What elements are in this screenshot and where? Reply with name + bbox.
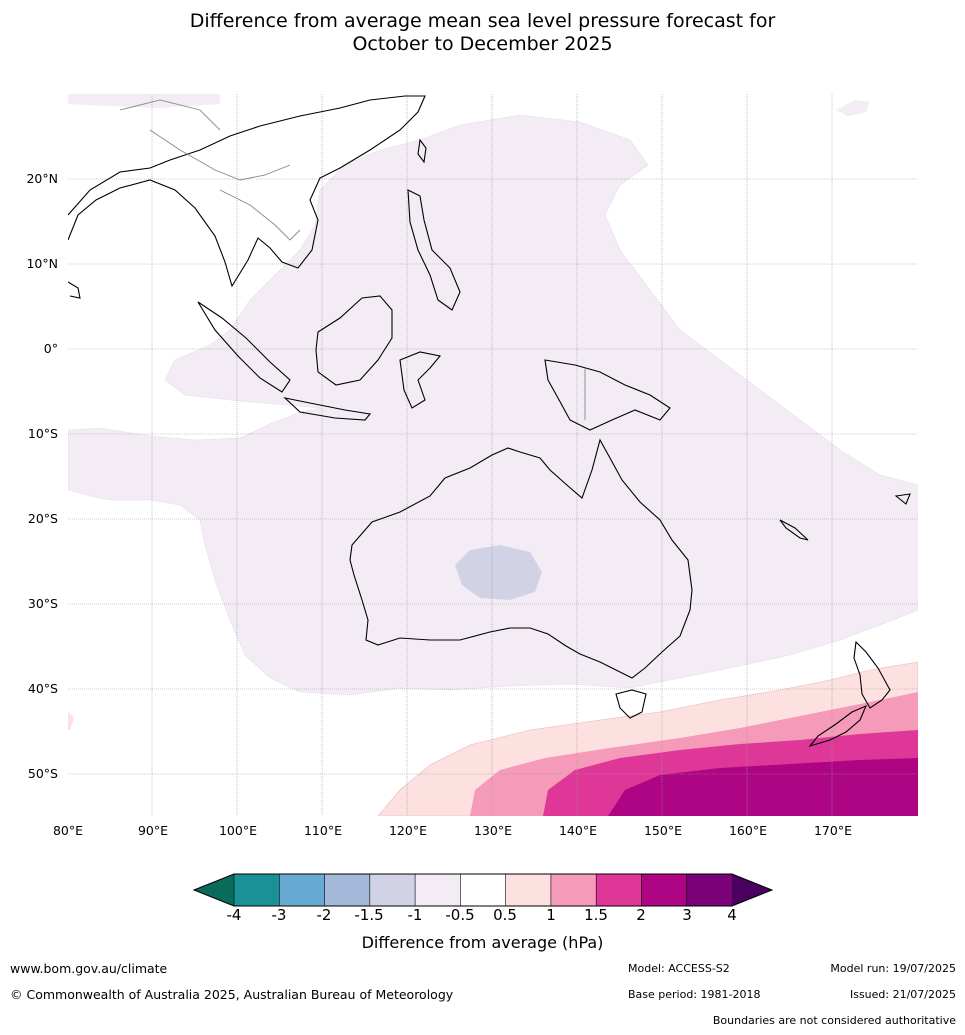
colorbar-tick-minus-2: -2 (316, 906, 332, 924)
graticule (68, 94, 918, 816)
lon-label-80e: 80°E (52, 823, 84, 838)
lat-label-equator: 0° (43, 341, 58, 356)
lat-label-50s: 50°S (27, 766, 58, 781)
sumatra-coast (197, 301, 291, 393)
lat-label-40s: 40°S (27, 681, 58, 696)
lon-label-150e: 150°E (643, 823, 682, 838)
lat-label-20s: 20°S (27, 511, 58, 526)
sulawesi-coast (399, 351, 442, 409)
philippines-coast (407, 189, 461, 311)
colorbar-tick-0-5: 0.5 (493, 906, 517, 924)
anomaly-minus-1-region (455, 545, 542, 600)
lon-label-140e: 140°E (558, 823, 597, 838)
colorbar-tick-minus-1-5: -1.5 (354, 906, 384, 924)
colorbar-label: Difference from average (hPa) (361, 933, 604, 952)
lon-label-120e: 120°E (388, 823, 427, 838)
lat-label-30s: 30°S (27, 596, 58, 611)
colorbar-tick-1: 1 (546, 906, 556, 924)
asia-mainland-coast (68, 95, 426, 288)
colorbar-tick-minus-4: -4 (226, 906, 242, 924)
australia-coast (349, 438, 693, 679)
model-text: Model: ACCESS-S2 (628, 962, 730, 975)
lon-label-130e: 130°E (473, 823, 512, 838)
title-line-2: October to December 2025 (352, 33, 613, 55)
taiwan-coast (417, 138, 427, 164)
base-period-text: Base period: 1981-2018 (628, 988, 761, 1001)
chart-title: Difference from average mean sea level p… (0, 10, 965, 56)
fiji-coast (894, 493, 911, 505)
country-borders (119, 99, 586, 420)
colorbar-tick-minus-3: -3 (271, 906, 287, 924)
new-caledonia-coast (779, 519, 809, 541)
java-coast (283, 397, 372, 421)
lon-label-110e: 110°E (303, 823, 342, 838)
sri-lanka-coast (68, 281, 81, 299)
colorbar-tick-minus-1: -1 (407, 906, 423, 924)
lon-label-170e: 170°E (813, 823, 852, 838)
tasmania-coast (615, 689, 647, 719)
anomaly-minus-0-5-region (68, 114, 918, 696)
coastlines (68, 95, 911, 748)
lon-label-90e: 90°E (137, 823, 169, 838)
lat-label-20n: 20°N (26, 171, 58, 186)
website-link[interactable]: www.bom.gov.au/climate (10, 961, 168, 976)
model-run-text: Model run: 19/07/2025 (830, 962, 956, 975)
copyright-text: © Commonwealth of Australia 2025, Austra… (10, 987, 454, 1002)
colorbar-tick-4: 4 (727, 906, 737, 924)
anomaly-minus-0-5-ne (836, 100, 870, 116)
title-line-1: Difference from average mean sea level p… (189, 10, 776, 32)
disclaimer-text: Boundaries are not considered authoritat… (712, 1014, 956, 1027)
borneo-coast (315, 295, 393, 386)
anomaly-minus-0-5-west (68, 712, 74, 730)
lon-label-100e: 100°E (218, 823, 257, 838)
new-zealand-north-coast (853, 640, 891, 709)
anomaly-minus-0-5-north (68, 94, 220, 108)
lon-label-160e: 160°E (728, 823, 767, 838)
colorbar-tick-2: 2 (636, 906, 646, 924)
lat-label-10n: 10°N (26, 256, 58, 271)
new-guinea-coast (544, 359, 671, 431)
new-zealand-south-coast (808, 704, 868, 748)
issued-text: Issued: 21/07/2025 (849, 988, 956, 1001)
colorbar-tick-1-5: 1.5 (584, 906, 608, 924)
lat-label-10s: 10°S (27, 426, 58, 441)
colorbar-tick-3: 3 (682, 906, 692, 924)
anomaly-plus-2-region (608, 758, 918, 816)
colorbar-tick-minus-0-5: -0.5 (445, 906, 475, 924)
